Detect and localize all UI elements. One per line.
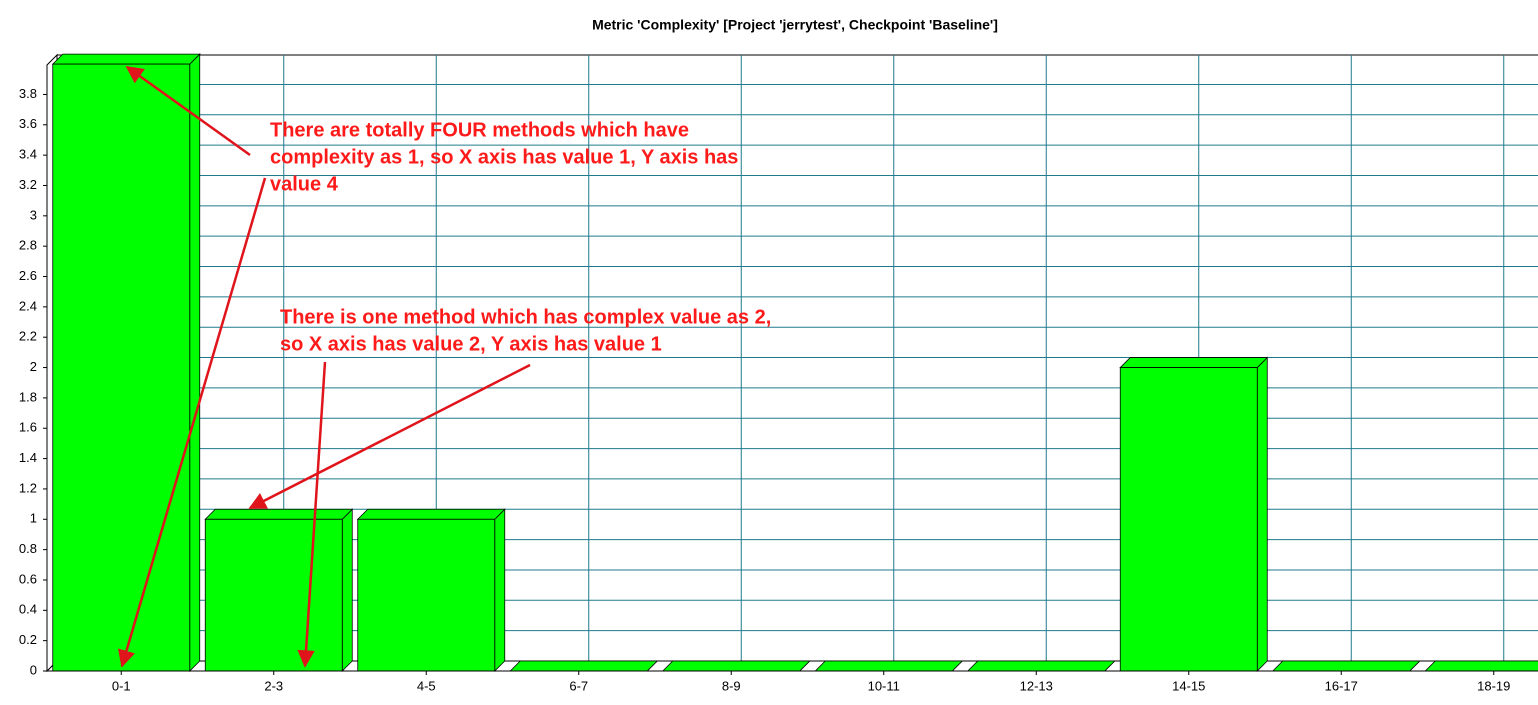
bar-top [1119,357,1269,368]
bar-group [1424,660,1538,672]
annotation-text: There is one method which has complex va… [280,306,771,328]
bar-group [966,660,1116,672]
annotations: There are totally FOUR methods which hav… [118,65,771,668]
x-tick-label: 18-19 [1477,678,1510,693]
y-tick-label: 2.6 [19,268,37,283]
x-tick-label: 12-13 [1020,678,1053,693]
bar-top [966,660,1116,672]
bar [357,518,496,672]
y-tick-label: 3.2 [19,177,37,192]
bar-top [661,660,811,672]
x-tick-label: 6-7 [569,678,588,693]
arrow [297,361,327,668]
bar-group [204,508,354,672]
bar-side [494,508,506,672]
arrow [118,177,267,668]
y-tick-label: 3.4 [19,147,37,162]
bar [52,63,191,672]
annotation-text: complexity as 1, so X axis has value 1, … [270,146,738,168]
y-tick-label: 0.4 [19,602,37,617]
x-tick-label: 16-17 [1325,678,1358,693]
y-tick-label: 2 [30,359,37,374]
bar-top [204,508,354,520]
bar-group [814,660,964,672]
bar-group [509,660,659,672]
bar-top [51,53,201,65]
y-tick-label: 0.8 [19,541,37,556]
y-tick-label: 3.8 [19,86,37,101]
y-tick-label: 3 [30,207,37,222]
x-tick-label: 10-11 [868,678,900,693]
y-tick-label: 0 [30,662,37,677]
bars [51,53,1538,672]
y-tick-label: 3.6 [19,116,37,131]
y-tick-label: 1.2 [19,480,37,495]
x-tick-label: 8-9 [722,678,741,693]
bar-top [509,660,659,672]
y-tick-label: 1 [30,511,37,526]
bar-group [356,508,506,672]
axes: 0 0.2 0.4 0.6 0.8 1 1.2 1.4 1.6 1.8 2 2.2 2.4 2.6 2.8 3… [19,65,1538,693]
y-tick-label: 0.6 [19,571,37,586]
x-tick-label: 4-5 [417,678,436,693]
bar-top [356,508,506,520]
y-tick-label: 1.6 [19,420,37,435]
x-tick-label: 14-15 [1172,678,1205,693]
bar [1119,367,1258,672]
y-tick-label: 2.2 [19,329,37,344]
y-tick-label: 2.8 [19,238,37,253]
bar [204,518,343,672]
arrow [125,65,251,157]
annotation-text: There are totally FOUR methods which hav… [270,119,689,141]
annotation-arrows [118,65,531,668]
bar-top [1271,660,1421,672]
bar-top [814,660,964,672]
bar-group [1271,660,1421,672]
bar-group [661,660,811,672]
y-tick-label: 1.4 [19,450,37,465]
bar-side [189,53,201,672]
y-tick-label: 1.8 [19,389,37,404]
annotation-text: so X axis has value 2, Y axis has value … [280,333,662,355]
x-tick-label: 2-3 [264,678,283,693]
annotation-text: value 4 [270,173,339,195]
arrow [248,363,531,510]
bar-group [1119,356,1269,672]
bar-side [341,508,353,672]
bar-side [1256,356,1268,672]
y-tick-label: 0.2 [19,632,37,647]
x-tick-label: 0-1 [112,678,131,693]
chart-title: Metric 'Complexity' [Project 'jerrytest'… [592,17,998,33]
y-tick-label: 2.4 [19,298,37,313]
bar-group [51,53,201,672]
bar-top [1424,660,1538,672]
